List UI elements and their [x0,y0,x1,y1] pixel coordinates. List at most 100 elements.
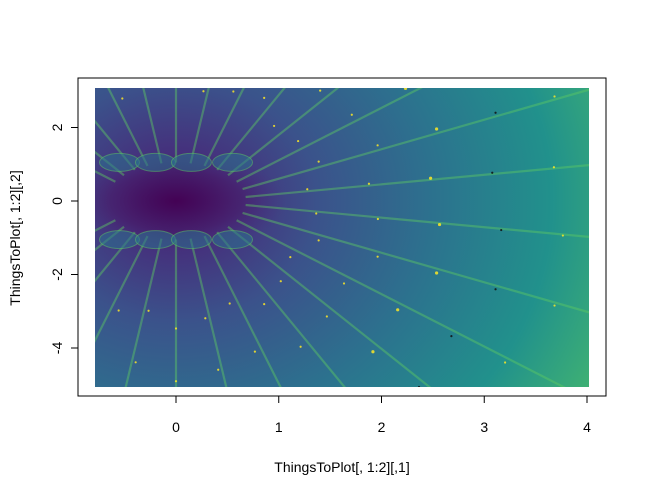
x-tick-label: 3 [480,419,488,435]
highlight-dot [0,286,1,288]
highlight-dot [87,303,89,305]
highlight-dot [24,84,26,86]
highlight-dot [204,317,207,320]
highlight-dot [174,327,178,330]
highlight-dot [503,361,507,364]
highlight-dot [299,345,302,348]
highlight-dot [325,315,328,318]
highlight-dot [403,88,408,90]
lobe [212,230,254,250]
highlight-dot [342,282,346,285]
highlight-dot [92,358,94,360]
highlight-dot [376,217,379,221]
highlight-dot [335,388,338,391]
highlight-dot [134,361,137,364]
highlight-dot [315,212,318,215]
radial-band [236,219,567,387]
highlight-dot [7,117,9,119]
lobe [170,152,212,172]
highlight-dot [367,182,371,185]
highlight-dot [253,350,257,353]
highlight-dot [396,308,400,312]
radial-band [227,225,432,387]
highlight-dot [464,421,466,423]
highlight-dot [13,388,16,391]
highlight-dot [565,8,568,11]
highlight-dot [434,127,439,131]
highlight-dot [117,309,120,312]
highlight-dot [450,335,453,338]
highlight-dot [611,414,613,416]
highlight-dot [376,255,379,258]
radial-band [216,231,346,387]
highlight-dot [317,160,320,163]
highlight-dot [31,310,33,312]
highlight-dot [70,1,73,4]
radial-band [216,88,286,171]
highlight-dot [494,288,497,291]
x-tick-label: 0 [172,419,180,435]
x-tick-label: 4 [583,419,591,435]
highlight-dot [350,113,353,116]
radial-band [95,235,149,343]
highlight-dot [612,320,615,323]
highlight-dot [175,486,177,488]
radial-band [95,119,136,171]
highlight-dot [494,111,497,114]
highlight-dot [70,120,72,122]
highlight-dot [512,35,514,37]
highlight-dot [257,42,259,44]
highlight-dot [202,90,205,93]
y-tick-label: -4 [49,342,65,355]
highlight-dot [500,228,503,232]
highlight-dot [217,368,220,371]
highlight-dot [552,166,556,169]
highlight-dot [365,54,368,57]
highlight-dot [67,405,70,408]
highlight-dot [228,302,231,305]
highlight-dot [215,39,217,41]
y-tick-label: 0 [49,197,65,205]
highlight-dot [263,303,266,306]
highlight-dot [434,271,439,275]
radial-band [124,238,163,387]
radial-band [203,235,282,387]
highlight-dot [279,280,282,283]
highlight-dot [109,464,111,466]
highlight-dot [263,96,266,99]
x-axis: 0 1 2 3 4 [172,395,591,435]
highlight-dot [491,171,494,174]
x-axis-title: ThingsToPlot[, 1:2][,1] [274,459,409,475]
highlight-dot [317,239,320,242]
highlight-dot [121,412,124,415]
highlight-dot [133,31,135,33]
highlight-dot [371,350,375,354]
highlight-dot [428,176,433,180]
highlight-dot [557,387,560,390]
highlight-dot [175,20,177,22]
highlight-dot [61,144,63,146]
highlight-dot [87,97,89,99]
lobe [134,230,176,250]
highlight-dot [121,97,124,100]
lobe [98,230,140,250]
highlight-dot [417,385,421,387]
highlight-dot [297,139,300,143]
highlight-dot [53,260,55,262]
highlight-dot [175,72,177,74]
highlight-dot [553,95,556,98]
highlight-dot [304,447,306,449]
highlight-dot [510,456,513,459]
highlight-dot [411,19,413,21]
highlight-dot [556,492,558,494]
radial-band [245,203,589,239]
highlight-dot [147,309,150,312]
radial-band [227,88,340,177]
highlight-dot [437,222,442,227]
x-tick-label: 1 [275,419,283,435]
highlight-dot [13,11,16,14]
lobe [170,230,212,250]
